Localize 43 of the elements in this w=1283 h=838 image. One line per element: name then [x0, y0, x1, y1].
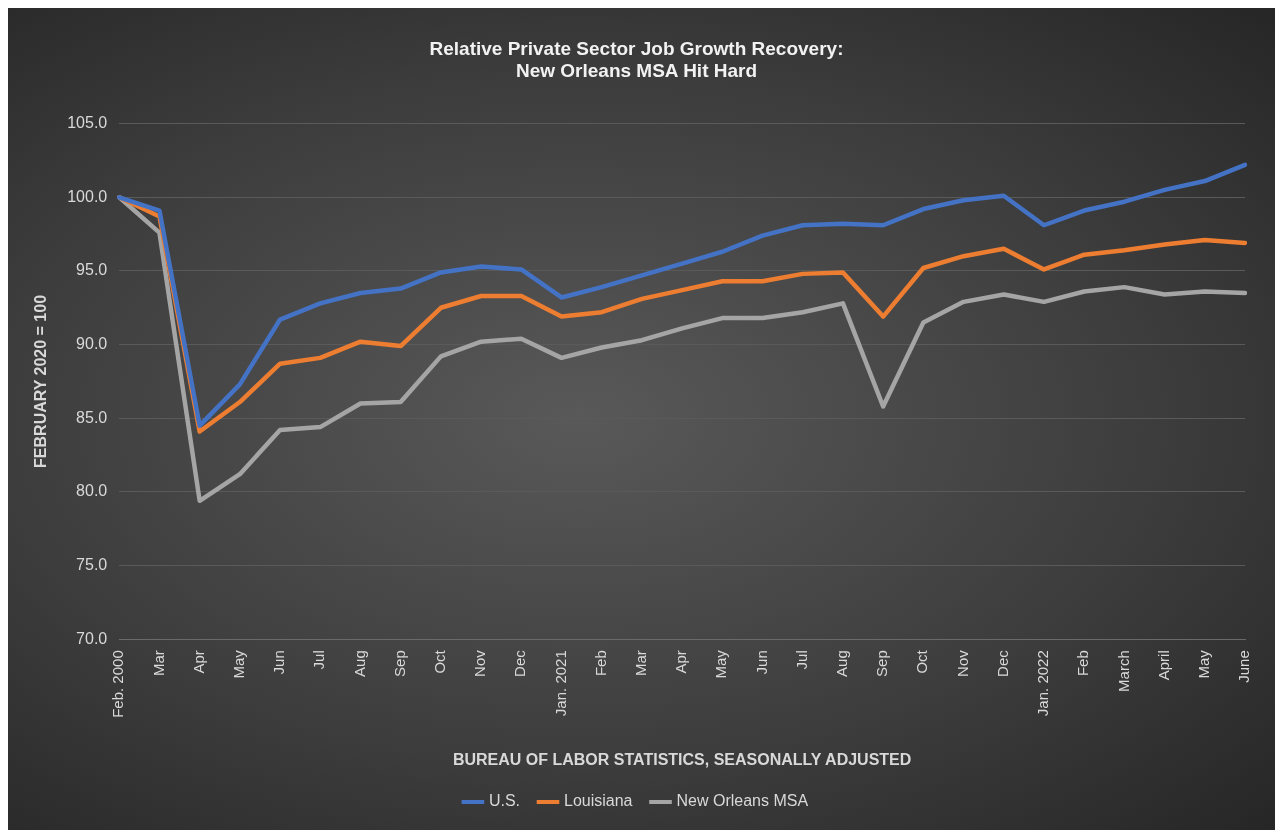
x-tick-label: Apr: [189, 650, 207, 674]
y-tick-label: 95.0: [76, 261, 108, 279]
x-tick-label: May: [712, 649, 730, 679]
legend-label: U.S.: [488, 792, 521, 810]
x-tick-label: Oct: [913, 649, 931, 674]
y-tick-label: 75.0: [76, 555, 108, 573]
x-tick-label: Jul: [310, 650, 328, 670]
x-axis-title: BUREAU OF LABOR STATISTICS, SEASONALLY ADJUSTED: [452, 750, 912, 768]
x-tick-label: Mar: [632, 650, 650, 677]
legend-label: Louisiana: [564, 792, 633, 810]
y-tick-label: 80.0: [76, 482, 108, 500]
y-tick-label: 85.0: [76, 408, 108, 426]
x-tick-label: Jun: [752, 650, 770, 675]
x-tick-label: Feb. 2000: [109, 650, 127, 718]
x-tick-label: Jan. 2022: [1034, 650, 1052, 717]
y-tick-label: 105.0: [67, 114, 108, 132]
x-tick-label: Jan. 2021: [551, 650, 569, 717]
x-tick-label: June: [1235, 650, 1253, 683]
x-tick-label: Nov: [471, 649, 489, 677]
x-tick-label: Jun: [270, 650, 288, 675]
y-tick-label: 90.0: [76, 335, 108, 352]
x-tick-label: Aug: [350, 650, 368, 677]
x-tick-label: Jul: [792, 650, 810, 670]
y-tick-label: 70.0: [76, 629, 108, 647]
y-tick-label: 100.0: [67, 187, 108, 205]
x-tick-label: Aug: [833, 650, 851, 677]
chart-title: Relative Private Sector Job Growth Recovery: New Orleans MSA Hit Hard: [429, 37, 844, 82]
x-tick-label: March: [1114, 650, 1132, 692]
x-tick-label: Apr: [672, 650, 690, 674]
x-tick-label: Sep: [873, 650, 891, 677]
x-tick-label: May: [1194, 649, 1212, 679]
x-tick-label: Dec: [993, 649, 1011, 677]
x-tick-label: Dec: [511, 649, 529, 677]
legend-label: New Orleans MSA: [676, 792, 809, 810]
x-tick-label: Feb: [591, 650, 609, 677]
x-tick-label: Feb: [1074, 650, 1092, 677]
x-tick-label: April: [1154, 650, 1172, 681]
y-axis-title: FEBRUARY 2020 = 100: [32, 294, 50, 468]
x-tick-label: Sep: [390, 650, 408, 677]
x-tick-label: Oct: [431, 649, 449, 674]
x-tick-label: May: [230, 649, 247, 679]
x-tick-label: Mar: [149, 650, 167, 677]
x-tick-label: Nov: [953, 649, 971, 677]
